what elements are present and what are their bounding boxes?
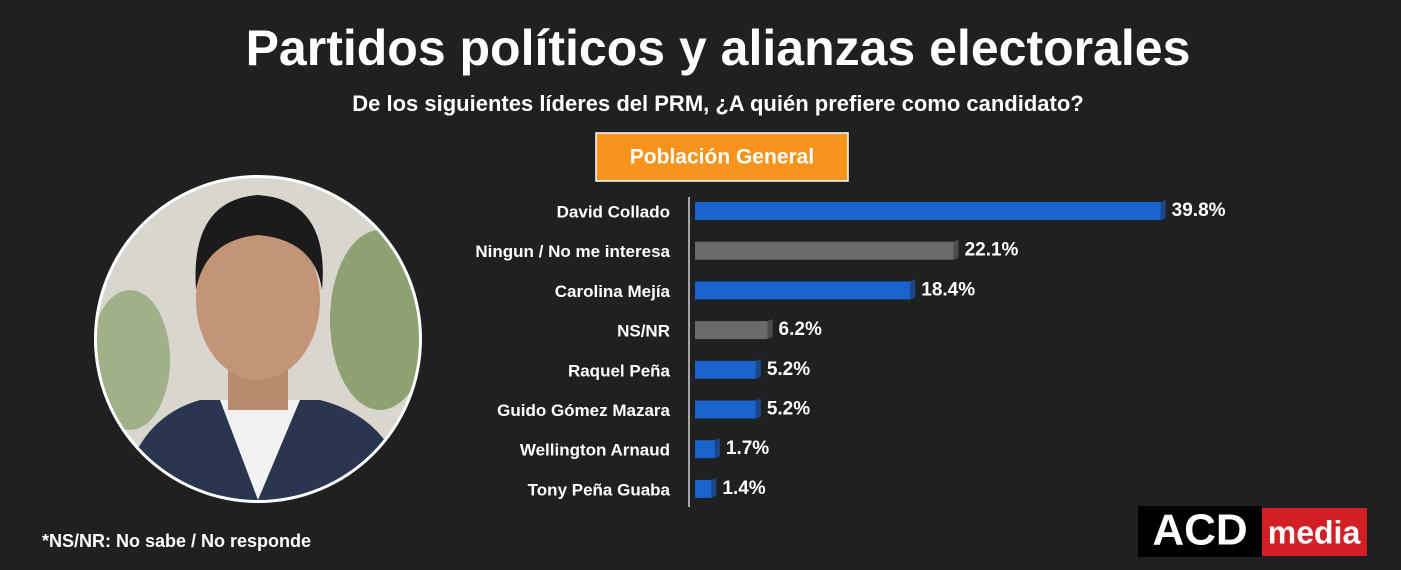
value-label: 18.4% [921, 279, 975, 300]
value-label: 1.4% [722, 478, 765, 499]
bar-side [953, 239, 959, 260]
chart-title: Partidos políticos y alianzas electorale… [246, 20, 1191, 76]
logo-left-box [1138, 506, 1262, 557]
bar [695, 479, 712, 498]
photo [94, 175, 422, 503]
logo-right: media [1268, 514, 1361, 550]
value-label: 5.2% [767, 399, 810, 420]
category-label: David Collado [557, 202, 670, 221]
logo-left: ACD [1152, 506, 1247, 555]
bar-side [711, 477, 717, 498]
footnote: *NS/NR: No sabe / No responde [42, 531, 311, 551]
bar-side [714, 438, 720, 459]
category-label: Ningun / No me interesa [475, 242, 670, 261]
value-label: 5.2% [767, 359, 810, 380]
value-label: 1.7% [726, 438, 769, 459]
bar-side [910, 279, 916, 300]
value-label: 6.2% [779, 319, 822, 340]
bar [695, 360, 756, 379]
bar [695, 440, 715, 459]
bar-side [767, 319, 773, 340]
badge-text: Población General [630, 146, 814, 169]
bar-side [755, 358, 761, 379]
bar-side [755, 398, 761, 419]
category-label: Guido Gómez Mazara [497, 401, 670, 420]
category-label: Tony Peña Guaba [528, 480, 671, 499]
bar [695, 400, 756, 419]
logo-right-box [1262, 508, 1367, 556]
badge [595, 132, 849, 182]
category-label: NS/NR [617, 322, 670, 341]
bar [695, 241, 954, 260]
bar [695, 321, 768, 340]
value-label: 22.1% [965, 240, 1019, 261]
category-label: Raquel Peña [568, 361, 671, 380]
category-label: Carolina Mejía [555, 282, 671, 301]
category-label: Wellington Arnaud [520, 441, 670, 460]
bar [695, 202, 1161, 220]
chart-subtitle: De los siguientes líderes del PRM, ¿A qu… [352, 91, 1083, 116]
value-label: 39.8% [1172, 200, 1226, 221]
bar [695, 281, 911, 300]
bar-side [1160, 200, 1166, 220]
